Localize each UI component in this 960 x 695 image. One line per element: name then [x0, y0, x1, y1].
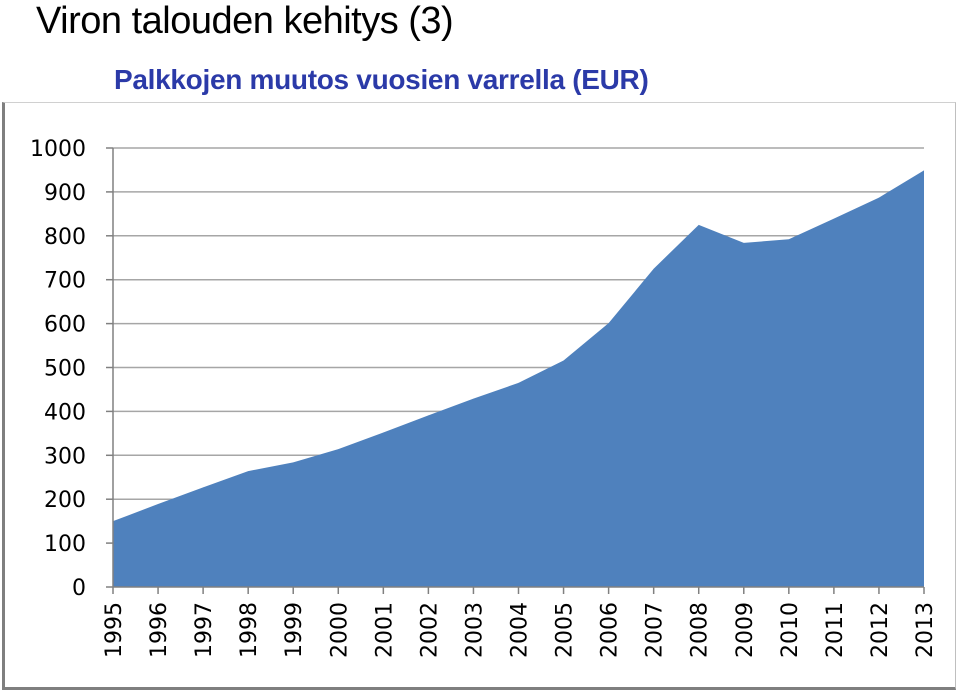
x-tick-label: 2001 [372, 602, 397, 658]
x-tick-label: 1999 [282, 602, 307, 658]
chart-subtitle: Palkkojen muutos vuosien varrella (EUR) [114, 64, 649, 95]
slide-title: Viron talouden kehitys (3) [36, 0, 454, 42]
y-tick-label: 1000 [30, 137, 86, 162]
y-tick-label: 300 [44, 444, 86, 469]
y-tick-label: 700 [44, 269, 86, 294]
data-area [112, 170, 925, 587]
x-tick-label: 2003 [462, 602, 487, 658]
x-tick-label: 2000 [327, 602, 352, 658]
x-tick-label: 2010 [778, 602, 803, 658]
x-tick-label: 1998 [237, 602, 262, 658]
x-tick-labels: 1995 1996 1997 1998 1999 2000 2001 2002 2003 2004… [102, 602, 938, 658]
x-tick-label: 2009 [733, 602, 758, 658]
x-tick-label: 2002 [417, 602, 442, 658]
x-tick-label: 2013 [913, 602, 938, 658]
x-tick-label: 2004 [508, 602, 533, 658]
x-tick-label: 2006 [598, 602, 623, 658]
x-tick-label: 2008 [688, 602, 713, 658]
series-area [113, 170, 924, 587]
x-tick-label: 1995 [102, 602, 127, 658]
chart-frame [2, 102, 956, 690]
x-tick-label: 2011 [823, 602, 848, 658]
y-tick-label: 400 [44, 400, 86, 425]
x-tick-label: 2007 [643, 602, 668, 658]
y-tick-labels: 0 100 200 300 400 500 600 700 800 900 1000 [30, 137, 86, 601]
axes [106, 147, 925, 594]
x-tick-label: 2005 [553, 602, 578, 658]
x-tick-label: 1997 [192, 602, 217, 658]
y-tick-label: 0 [72, 576, 86, 601]
y-tick-label: 200 [44, 488, 86, 513]
x-tick-label: 2012 [868, 602, 893, 658]
y-tick-label: 600 [44, 313, 86, 338]
y-tick-label: 900 [44, 181, 86, 206]
y-tick-label: 100 [44, 532, 86, 557]
x-tick-label: 1996 [147, 602, 172, 658]
y-tick-label: 500 [44, 357, 86, 382]
y-tick-label: 800 [44, 225, 86, 250]
